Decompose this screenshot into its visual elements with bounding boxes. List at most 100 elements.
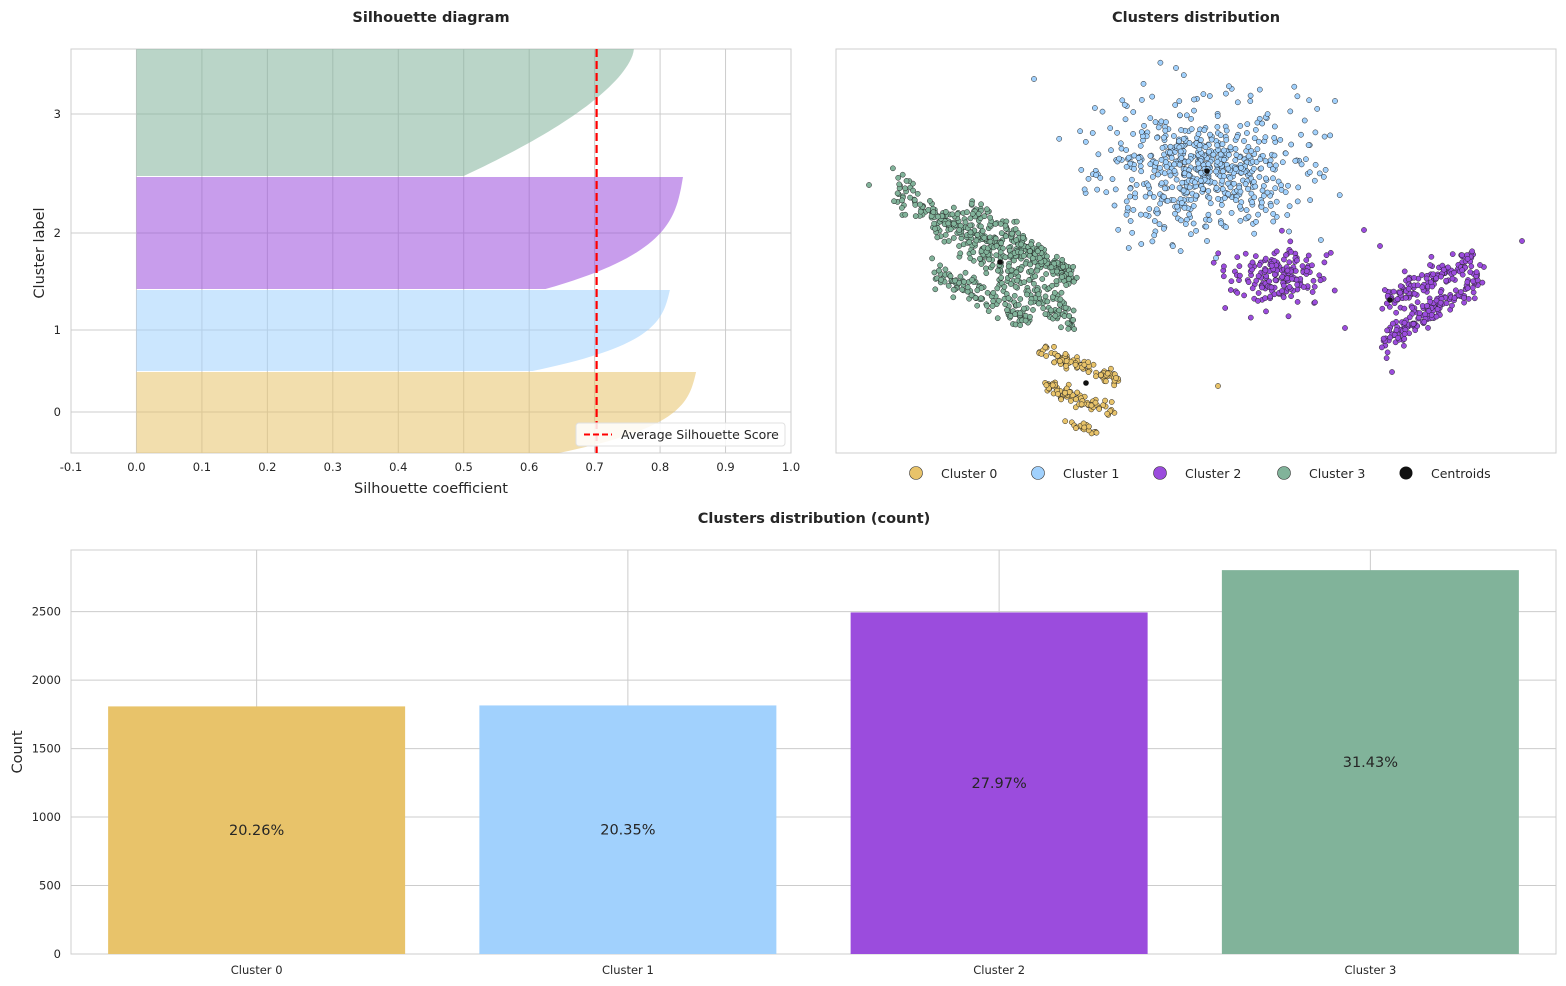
scatter-point-cluster-3	[1022, 317, 1029, 324]
scatter-point-cluster-1	[1181, 204, 1188, 211]
scatter-point-cluster-3	[917, 201, 924, 208]
scatter-point-cluster-3	[1029, 255, 1036, 262]
scatter-point-cluster-2	[1401, 268, 1408, 275]
scatter-point-cluster-3	[1063, 282, 1070, 288]
scatter-point-cluster-1	[1287, 108, 1294, 115]
scatter-point-cluster-3	[1012, 321, 1019, 328]
scatter-point-cluster-2	[1284, 267, 1291, 274]
scatter-point-cluster-3	[1047, 307, 1054, 314]
x-tick-label: 0.6	[520, 460, 538, 474]
scatter-point-cluster-3	[1056, 307, 1063, 314]
scatter-point-cluster-3	[938, 276, 944, 283]
scatter-point-cluster-2	[1458, 289, 1464, 295]
scatter-point-cluster-3	[957, 273, 964, 280]
scatter-point-cluster-2	[1464, 255, 1471, 262]
scatter-point-cluster-3	[935, 213, 941, 220]
scatter-point-cluster-3	[1001, 283, 1008, 290]
scatter-point-cluster-3	[945, 238, 952, 244]
scatter-point-cluster-0	[1058, 396, 1064, 403]
scatter-point-cluster-1	[1127, 160, 1134, 167]
scatter-point-cluster-3	[1027, 314, 1033, 320]
scatter-point-cluster-3	[1042, 293, 1049, 300]
scatter-point-cluster-1	[1268, 202, 1274, 209]
scatter-point-cluster-1	[1171, 168, 1178, 174]
scatter-point-cluster-3	[970, 249, 977, 256]
scatter-point-cluster-2	[1220, 273, 1227, 280]
centroid-point	[997, 259, 1003, 265]
scatter-point-cluster-1	[1238, 164, 1244, 171]
x-tick-label: 0.8	[651, 460, 669, 474]
scatter-point-cluster-1	[1176, 184, 1183, 191]
scatter-point-cluster-1	[1085, 175, 1092, 182]
scatter-point-cluster-3	[990, 289, 997, 296]
scatter-point-cluster-3	[1051, 289, 1058, 296]
x-tick-label: 0.5	[455, 460, 473, 474]
scatter-point-cluster-3	[1060, 263, 1066, 270]
scatter-point-cluster-3	[1030, 307, 1036, 313]
scatter-point-cluster-2	[1221, 263, 1227, 270]
scatter-point-cluster-1	[1151, 232, 1158, 239]
scatter-point-cluster-3	[1058, 324, 1064, 331]
scatter-point-cluster-1	[1188, 116, 1194, 122]
scatter-point-cluster-1	[1253, 218, 1259, 225]
scatter-point-cluster-2	[1379, 305, 1386, 312]
scatter-point-cluster-1	[1114, 129, 1120, 136]
x-tick-label: 0.7	[585, 460, 603, 474]
scatter-point-cluster-3	[891, 198, 897, 205]
scatter-point-cluster-1	[1245, 153, 1252, 160]
scatter-point-cluster-1	[1259, 187, 1266, 194]
scatter-point-cluster-3	[1021, 279, 1028, 286]
scatter-point-cluster-2	[1284, 275, 1291, 282]
scatter-point-cluster-1	[1251, 230, 1258, 237]
scatter-point-cluster-3	[1034, 248, 1041, 255]
scatter-point-cluster-1	[1270, 218, 1277, 225]
scatter-point-cluster-3	[1032, 273, 1039, 280]
scatter-point-cluster-1	[1213, 255, 1219, 261]
scatter-panel: Clusters distribution Cluster 0 Cluster 1…	[835, 10, 1557, 481]
scatter-point-cluster-0	[1043, 382, 1050, 389]
scatter-point-cluster-1	[1164, 198, 1171, 204]
scatter-point-cluster-1	[1237, 123, 1244, 129]
scatter-point-cluster-3	[983, 270, 990, 277]
scatter-point-cluster-1	[1271, 152, 1278, 159]
scatter-point-cluster-3	[1014, 277, 1021, 284]
scatter-point-cluster-3	[1034, 267, 1041, 274]
scatter-point-cluster-0	[1073, 425, 1079, 432]
scatter-point-cluster-1	[1150, 194, 1157, 200]
scatter-point-cluster-3	[987, 238, 994, 245]
scatter-point-cluster-2	[1421, 319, 1428, 325]
scatter-point-cluster-1	[1177, 248, 1184, 254]
scatter-point-cluster-1	[1178, 127, 1184, 133]
scatter-point-cluster-3	[992, 221, 999, 227]
scatter-point-cluster-0	[1062, 418, 1069, 425]
scatter-point-cluster-1	[1132, 190, 1138, 197]
scatter-point-cluster-2	[1285, 313, 1292, 320]
scatter-point-cluster-1	[1214, 158, 1221, 165]
scatter-point-cluster-1	[1314, 106, 1321, 112]
scatter-point-cluster-1	[1109, 176, 1116, 182]
x-tick-label: 0.1	[193, 460, 211, 474]
scatter-point-cluster-2	[1321, 259, 1328, 266]
scatter-point-cluster-2	[1427, 262, 1433, 268]
scatter-point-cluster-1	[1182, 221, 1189, 227]
scatter-point-cluster-1	[1180, 72, 1187, 78]
scatter-point-cluster-1	[1264, 111, 1271, 117]
scatter-point-cluster-2	[1428, 312, 1435, 318]
scatter-point-cluster-3	[927, 198, 933, 204]
scatter-point-cluster-1	[1255, 138, 1262, 145]
bar-percent-labels: 20.26% 20.35% 27.97% 31.43%	[229, 755, 1398, 839]
scatter-point-cluster-1	[1298, 161, 1305, 168]
x-tick-label: 0.3	[324, 460, 342, 474]
scatter-point-cluster-1	[1195, 131, 1202, 137]
scatter-point-cluster-3	[902, 211, 909, 218]
scatter-point-cluster-2	[1443, 300, 1450, 307]
x-tick-label: 0.0	[127, 460, 145, 474]
scatter-point-cluster-3	[964, 284, 971, 291]
scatter-point-cluster-3	[936, 267, 942, 274]
scatter-point-cluster-2	[1402, 295, 1409, 301]
scatter-point-cluster-1	[1207, 200, 1214, 207]
scatter-point-cluster-3	[984, 206, 990, 213]
count-bar-panel: Clusters distribution (count) 20.26% 20.3…	[10, 511, 1557, 977]
scatter-point-cluster-3	[978, 261, 985, 267]
scatter-point-cluster-2	[1300, 284, 1307, 290]
